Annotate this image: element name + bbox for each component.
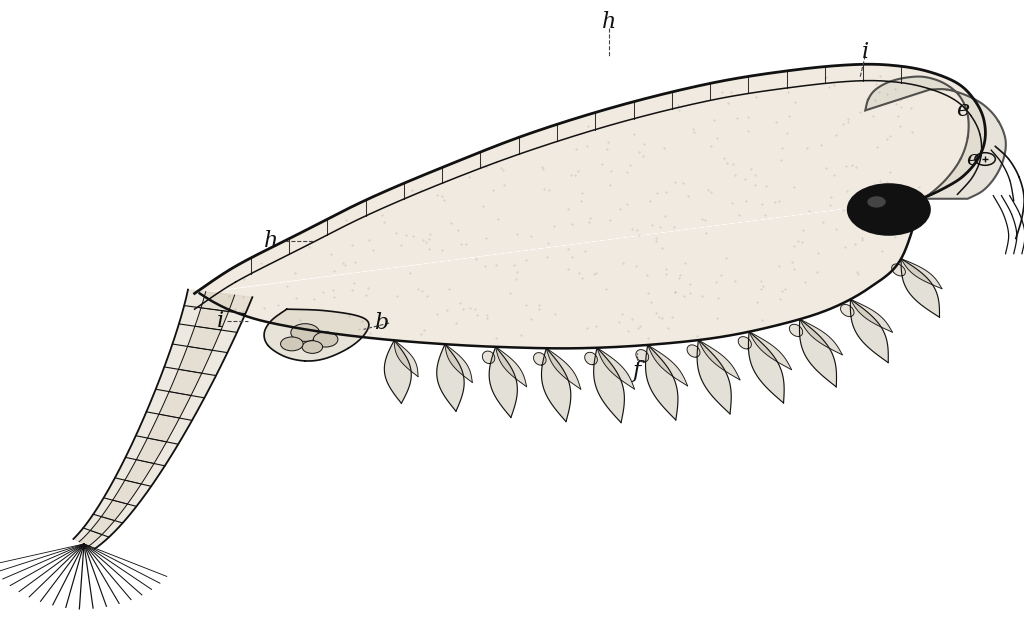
Polygon shape: [865, 76, 1006, 199]
Polygon shape: [444, 344, 472, 382]
Polygon shape: [750, 332, 792, 370]
Text: b: b: [374, 312, 388, 334]
Polygon shape: [585, 352, 597, 365]
Polygon shape: [496, 347, 526, 387]
Text: i: i: [862, 41, 868, 62]
Polygon shape: [698, 340, 740, 380]
Text: i: i: [217, 310, 223, 331]
Text: h: h: [602, 11, 616, 33]
Polygon shape: [687, 345, 700, 357]
Circle shape: [291, 324, 319, 341]
Polygon shape: [850, 299, 892, 332]
Text: e: e: [956, 100, 969, 121]
Polygon shape: [489, 347, 517, 418]
Polygon shape: [74, 290, 252, 549]
Text: h: h: [264, 230, 279, 252]
Polygon shape: [790, 324, 803, 336]
Circle shape: [302, 341, 323, 353]
Polygon shape: [534, 353, 546, 365]
Polygon shape: [597, 348, 635, 389]
Polygon shape: [594, 348, 625, 423]
Polygon shape: [264, 309, 369, 361]
Polygon shape: [901, 259, 942, 288]
Circle shape: [281, 337, 303, 351]
Polygon shape: [437, 344, 464, 411]
Polygon shape: [547, 348, 581, 389]
Polygon shape: [697, 340, 731, 414]
Polygon shape: [749, 332, 784, 403]
Text: f: f: [633, 360, 641, 382]
Circle shape: [848, 184, 930, 235]
Text: e': e': [966, 150, 984, 168]
Polygon shape: [901, 259, 939, 317]
Polygon shape: [841, 305, 854, 317]
Polygon shape: [79, 292, 234, 546]
Polygon shape: [648, 345, 687, 386]
Polygon shape: [850, 299, 888, 363]
Polygon shape: [800, 319, 837, 387]
Circle shape: [313, 332, 338, 347]
Polygon shape: [384, 340, 412, 403]
Polygon shape: [394, 340, 418, 377]
Circle shape: [867, 196, 886, 208]
Polygon shape: [738, 337, 752, 349]
Polygon shape: [800, 319, 843, 355]
Polygon shape: [892, 264, 905, 276]
Polygon shape: [482, 351, 495, 363]
Polygon shape: [195, 64, 985, 348]
Polygon shape: [542, 348, 570, 422]
Polygon shape: [645, 345, 678, 420]
Polygon shape: [636, 350, 648, 362]
